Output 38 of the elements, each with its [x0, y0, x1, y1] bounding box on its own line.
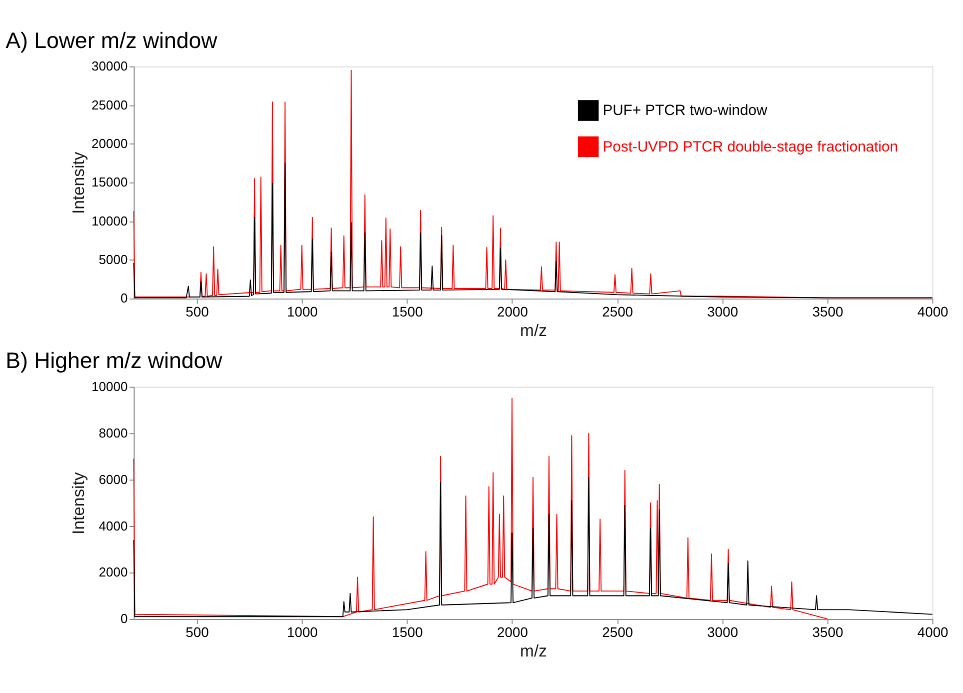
- y-tick-label: 20000: [92, 136, 128, 151]
- y-tick-label: 6000: [98, 472, 128, 487]
- x-tick-label: 2000: [497, 304, 528, 320]
- x-tick-label: 4000: [917, 624, 949, 640]
- y-tick-label: 0: [120, 611, 128, 626]
- x-tick-label: 2500: [602, 624, 634, 640]
- y-tick-label: 2000: [98, 564, 128, 580]
- x-tick-label: 2500: [602, 304, 634, 320]
- x-tick-label: 4000: [917, 304, 949, 320]
- line-series: [133, 476, 933, 618]
- x-tick-label: 1500: [392, 304, 424, 320]
- x-tick-label: 3500: [812, 624, 844, 640]
- x-tick-label: 3000: [707, 304, 738, 320]
- x-tick-label: 3500: [812, 304, 844, 320]
- legend-label: Post-UVPD PTCR double-stage fractionation: [602, 139, 898, 156]
- x-tick-label: 3000: [707, 624, 738, 640]
- y-tick-label: 5000: [98, 252, 128, 268]
- chart-title: A) Lower m/z window: [6, 28, 218, 53]
- y-tick-label: 10000: [92, 378, 128, 394]
- x-tick-label: 2000: [497, 624, 528, 640]
- y-tick-label: 8000: [98, 425, 128, 440]
- y-tick-label: 0: [120, 290, 128, 306]
- y-axis-title: Intensity: [69, 472, 88, 534]
- y-tick-label: 25000: [92, 97, 128, 112]
- y-tick-label: 15000: [92, 174, 128, 190]
- x-axis-title: m/z: [520, 642, 547, 661]
- x-axis-title: m/z: [520, 321, 547, 340]
- x-tick-label: 1500: [392, 624, 424, 640]
- y-tick-label: 4000: [98, 518, 128, 534]
- x-tick-label: 500: [186, 624, 210, 640]
- x-tick-label: 1000: [286, 624, 318, 640]
- legend-label: PUF+ PTCR two-window: [602, 103, 768, 120]
- y-tick-label: 10000: [92, 213, 128, 228]
- y-tick-label: 30000: [92, 58, 128, 74]
- x-tick-label: 500: [186, 304, 210, 320]
- x-tick-label: 1000: [286, 304, 318, 320]
- chart-title: B) Higher m/z window: [6, 348, 224, 374]
- y-axis-title: Intensity: [69, 151, 88, 214]
